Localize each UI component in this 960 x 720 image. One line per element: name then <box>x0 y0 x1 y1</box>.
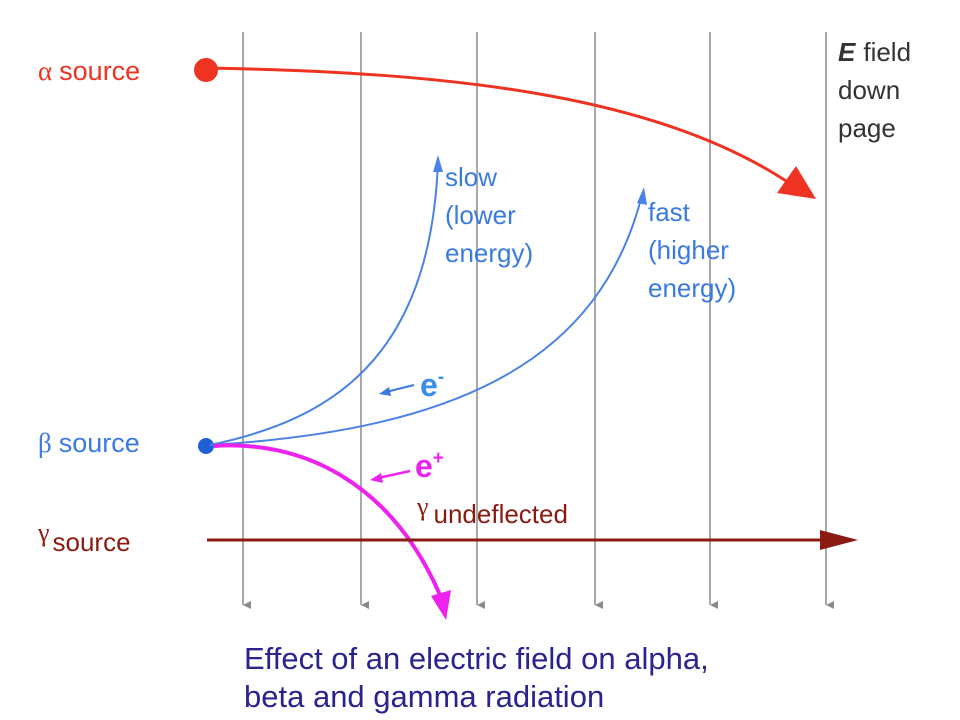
field-lines <box>242 32 834 609</box>
gamma-source-label: γ source <box>37 518 131 557</box>
gamma-path-symbol: γ <box>416 492 429 521</box>
field-label-line3: page <box>838 113 896 143</box>
alpha-source-dot <box>194 58 218 82</box>
caption-line1: Effect of an electric field on alpha, <box>244 641 709 676</box>
fast-label-line2: (higher <box>648 235 729 265</box>
alpha-source-text: source <box>59 56 140 86</box>
beta-symbol: β <box>38 428 52 458</box>
electron-pointer <box>385 384 415 393</box>
beta-fast-path <box>209 194 643 446</box>
alpha-group: α source <box>38 56 816 199</box>
positron-label: e+ <box>415 448 444 484</box>
electron-label: e- <box>420 367 444 403</box>
beta-source-text: source <box>59 428 140 458</box>
fast-label: fast (higher energy) <box>648 197 736 303</box>
gamma-source-text: source <box>53 527 131 557</box>
beta-slow-path <box>209 161 439 446</box>
gamma-undeflected-label: γ undeflected <box>416 492 568 529</box>
beta-group: β source slow (lower energy) fast (higher… <box>38 155 736 458</box>
field-symbol: E <box>838 37 856 67</box>
positron-path <box>213 443 442 596</box>
alpha-path <box>205 66 793 187</box>
beta-source-dot <box>198 438 214 454</box>
gamma-undeflected-text: undeflected <box>434 499 568 529</box>
positron-sup: + <box>433 448 444 469</box>
caption-line2: beta and gamma radiation <box>244 679 604 714</box>
positron-group: e+ <box>213 443 451 620</box>
field-label-line1: field <box>863 37 911 67</box>
positron-pointer <box>377 469 411 480</box>
caption: Effect of an electric field on alpha, be… <box>244 641 709 714</box>
alpha-symbol: α <box>38 56 52 86</box>
slow-label-line3: energy) <box>445 238 533 268</box>
slow-label-line1: slow <box>445 162 497 192</box>
positron-base: e <box>415 448 433 484</box>
electron-base: e <box>420 367 438 403</box>
alpha-arrowhead <box>777 166 816 199</box>
fast-label-line3: energy) <box>648 273 736 303</box>
beta-source-label: β source <box>38 428 140 458</box>
beta-fast-arrowhead <box>637 187 647 205</box>
gamma-arrowhead <box>820 530 858 550</box>
slow-label-line2: (lower <box>445 200 516 230</box>
electron-pointer-arrowhead <box>379 387 391 396</box>
gamma-symbol: γ <box>37 518 50 547</box>
positron-pointer-arrowhead <box>370 473 383 483</box>
field-label-line2: down <box>838 75 900 105</box>
fast-label-line1: fast <box>648 197 691 227</box>
electron-sup: - <box>438 367 444 388</box>
beta-slow-arrowhead <box>433 155 443 172</box>
gamma-group: γ source γ undeflected <box>37 492 858 557</box>
alpha-source-label: α source <box>38 56 140 86</box>
slow-label: slow (lower energy) <box>445 162 533 268</box>
positron-arrowhead <box>431 590 451 620</box>
